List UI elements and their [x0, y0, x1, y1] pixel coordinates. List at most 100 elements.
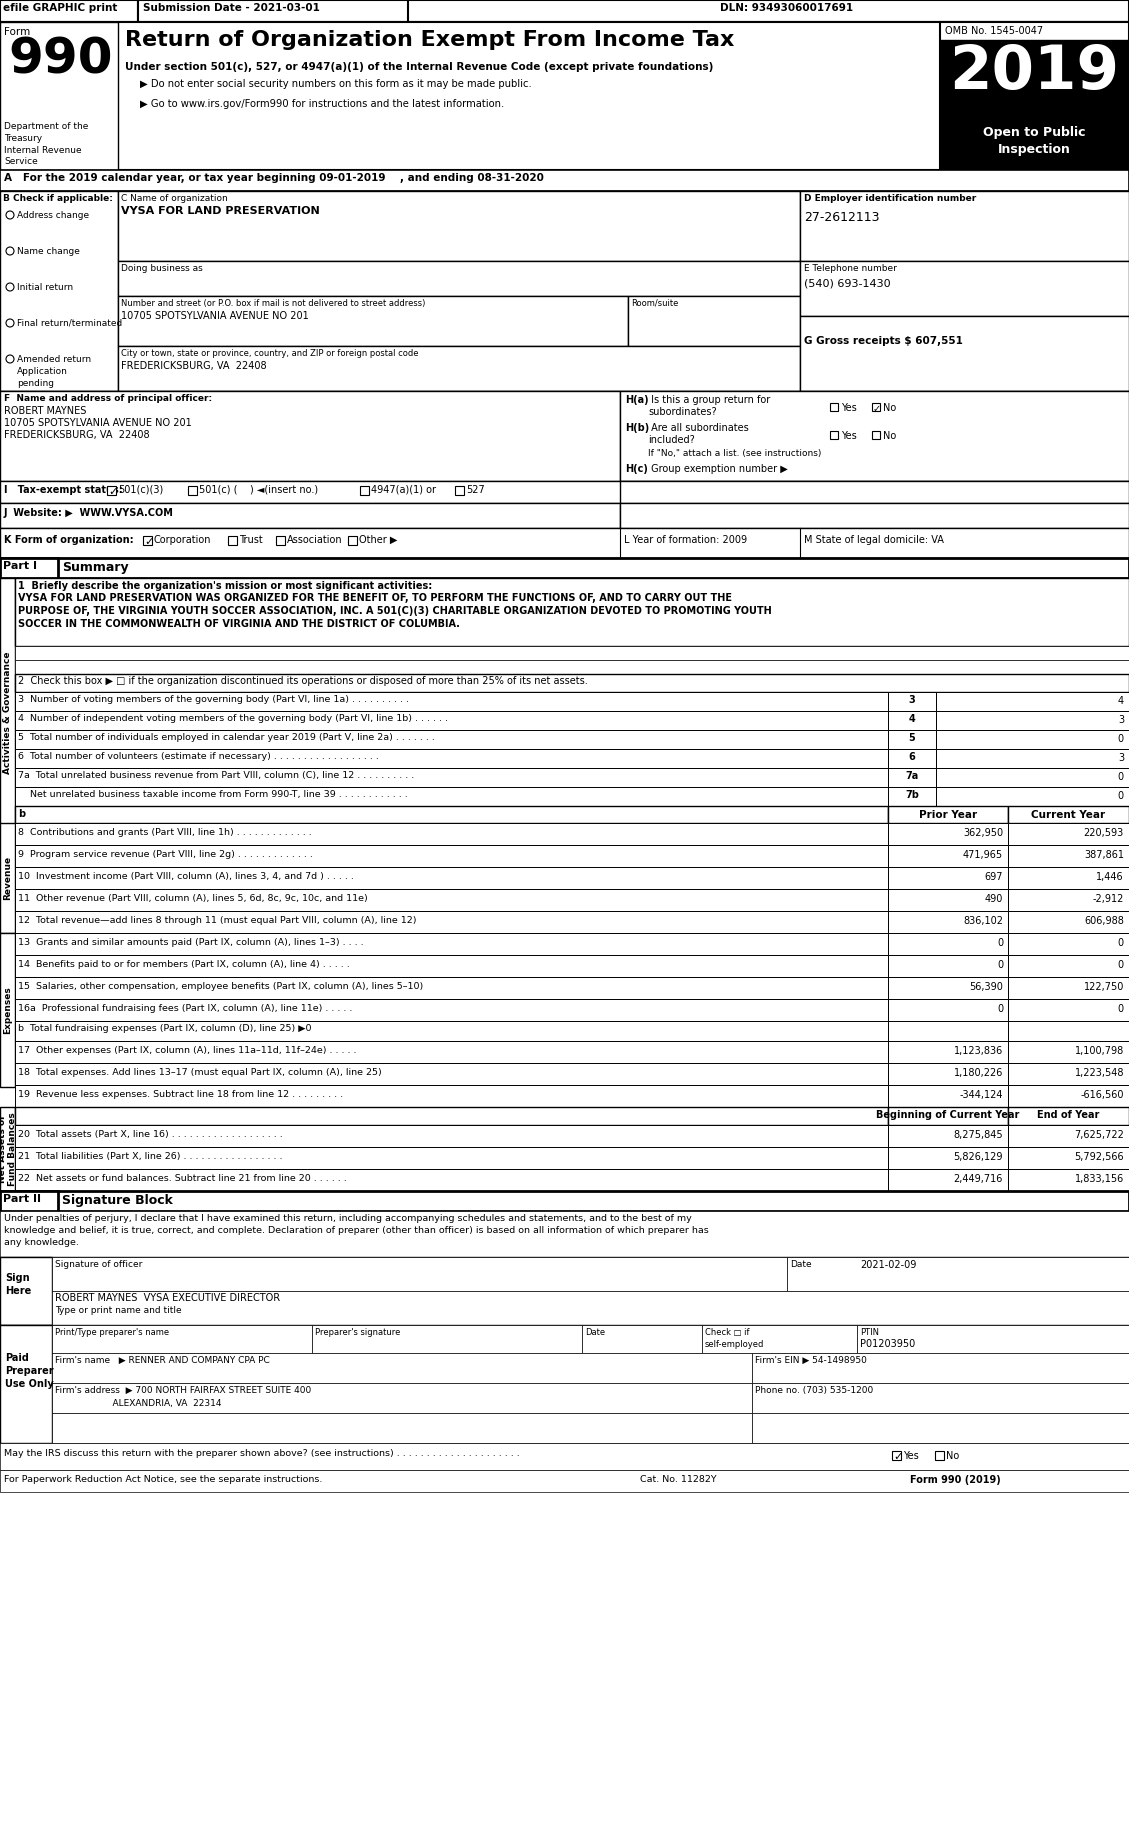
Text: H(a): H(a) [625, 395, 649, 406]
Bar [628, 296, 800, 345]
Text: Other ▶: Other ▶ [359, 535, 397, 544]
Bar [0, 1107, 15, 1191]
Text: Yes: Yes [903, 1451, 919, 1462]
Text: 2021-02-09: 2021-02-09 [860, 1261, 917, 1270]
Text: 9  Program service revenue (Part VIII, line 2g) . . . . . . . . . . . . .: 9 Program service revenue (Part VIII, li… [18, 850, 313, 859]
Bar [889, 692, 936, 711]
Text: Are all subordinates: Are all subordinates [648, 424, 749, 433]
Text: F  Name and address of principal officer:: F Name and address of principal officer: [5, 395, 212, 404]
Text: Net unrelated business taxable income from Form 990-T, line 39 . . . . . . . . .: Net unrelated business taxable income fr… [18, 789, 408, 798]
Bar [52, 1354, 752, 1383]
Text: -2,912: -2,912 [1093, 893, 1124, 904]
Text: 1  Briefly describe the organization's mission or most significant activities:: 1 Briefly describe the organization's mi… [18, 581, 432, 590]
Text: 501(c) (    ) ◄(insert no.): 501(c) ( ) ◄(insert no.) [199, 484, 318, 495]
Bar [1008, 1085, 1129, 1107]
Text: Type or print name and title: Type or print name and title [55, 1306, 182, 1315]
Bar [15, 1125, 889, 1147]
Text: Activities & Governance: Activities & Governance [3, 652, 12, 775]
Text: Group exemption number ▶: Group exemption number ▶ [648, 464, 788, 473]
Bar [889, 999, 1008, 1021]
Text: Sign
Here: Sign Here [5, 1273, 32, 1295]
Text: 21  Total liabilities (Part X, line 26) . . . . . . . . . . . . . . . . .: 21 Total liabilities (Part X, line 26) .… [18, 1153, 282, 1160]
Text: 0: 0 [997, 1005, 1003, 1014]
Text: If "No," attach a list. (see instructions): If "No," attach a list. (see instruction… [648, 449, 822, 459]
Text: P01203950: P01203950 [860, 1339, 916, 1348]
Bar [889, 767, 936, 787]
Bar [15, 1107, 889, 1125]
Text: E Telephone number: E Telephone number [804, 263, 896, 272]
Bar [0, 1325, 1129, 1443]
Text: Part I: Part I [3, 561, 37, 572]
Text: ✓: ✓ [145, 537, 154, 546]
Bar [620, 502, 1129, 528]
Bar [0, 481, 1129, 502]
Bar [15, 749, 889, 767]
Text: -344,124: -344,124 [960, 1091, 1003, 1100]
Text: 3: 3 [1118, 753, 1124, 764]
Text: Signature of officer: Signature of officer [55, 1261, 142, 1270]
Text: 3: 3 [909, 694, 916, 705]
Text: Phone no. (703) 535-1200: Phone no. (703) 535-1200 [755, 1387, 873, 1396]
Bar [889, 977, 1008, 999]
Text: Corporation: Corporation [154, 535, 211, 544]
Bar [52, 1292, 1129, 1325]
Text: 0: 0 [1118, 959, 1124, 970]
Text: Room/suite: Room/suite [631, 300, 679, 309]
Bar [889, 1085, 1008, 1107]
Text: 0: 0 [1118, 734, 1124, 744]
Text: 8  Contributions and grants (Part VIII, line 1h) . . . . . . . . . . . . .: 8 Contributions and grants (Part VIII, l… [18, 828, 312, 837]
Bar [52, 1383, 752, 1412]
Text: 16a  Professional fundraising fees (Part IX, column (A), line 11e) . . . . .: 16a Professional fundraising fees (Part … [18, 1005, 352, 1012]
Text: 0: 0 [997, 937, 1003, 948]
Text: 1,123,836: 1,123,836 [954, 1047, 1003, 1056]
Bar [889, 711, 936, 731]
Text: 56,390: 56,390 [969, 981, 1003, 992]
Text: Department of the
Treasury
Internal Revenue
Service: Department of the Treasury Internal Reve… [5, 122, 88, 166]
Text: For Paperwork Reduction Act Notice, see the separate instructions.: For Paperwork Reduction Act Notice, see … [5, 1474, 323, 1484]
Bar [0, 391, 620, 481]
Bar [312, 1325, 583, 1354]
Text: No: No [883, 404, 896, 413]
Bar [1008, 822, 1129, 846]
Bar [119, 261, 800, 296]
Bar [889, 1021, 1008, 1041]
Bar [0, 1191, 1129, 1211]
Bar [0, 391, 1129, 481]
Bar [0, 192, 119, 391]
Bar [583, 1325, 702, 1354]
Text: 13  Grants and similar amounts paid (Part IX, column (A), lines 1–3) . . . .: 13 Grants and similar amounts paid (Part… [18, 937, 364, 946]
Bar [1008, 1107, 1129, 1125]
Text: 10  Investment income (Part VIII, column (A), lines 3, 4, and 7d ) . . . . .: 10 Investment income (Part VIII, column … [18, 871, 353, 881]
Bar [1008, 868, 1129, 890]
Text: VYSA FOR LAND PRESERVATION: VYSA FOR LAND PRESERVATION [121, 206, 320, 216]
Bar [936, 711, 1129, 731]
Text: 1,446: 1,446 [1096, 871, 1124, 882]
Text: 15  Salaries, other compensation, employee benefits (Part IX, column (A), lines : 15 Salaries, other compensation, employe… [18, 981, 423, 990]
Text: DLN: 93493060017691: DLN: 93493060017691 [720, 4, 854, 13]
Bar [189, 486, 196, 495]
Bar [0, 1443, 1129, 1471]
Bar [15, 787, 889, 806]
Bar [752, 1354, 1129, 1383]
Text: Form 990 (2019): Form 990 (2019) [910, 1474, 1000, 1485]
Text: 4: 4 [1118, 696, 1124, 705]
Bar [889, 1125, 1008, 1147]
Bar [1008, 999, 1129, 1021]
Bar [940, 40, 1129, 121]
Text: 18  Total expenses. Add lines 13–17 (must equal Part IX, column (A), line 25): 18 Total expenses. Add lines 13–17 (must… [18, 1069, 382, 1076]
Text: (540) 693-1430: (540) 693-1430 [804, 280, 891, 289]
Bar [889, 1169, 1008, 1191]
Text: 7b: 7b [905, 789, 919, 800]
Text: 22  Net assets or fund balances. Subtract line 21 from line 20 . . . . . .: 22 Net assets or fund balances. Subtract… [18, 1175, 347, 1184]
Bar [0, 192, 1129, 391]
Text: Firm's address  ▶ 700 NORTH FAIRFAX STREET SUITE 400: Firm's address ▶ 700 NORTH FAIRFAX STREE… [55, 1387, 312, 1396]
Text: Name change: Name change [17, 247, 80, 256]
Bar [15, 890, 889, 912]
Bar [275, 535, 285, 544]
Bar [348, 535, 357, 544]
Bar [787, 1257, 1129, 1292]
Text: Beginning of Current Year: Beginning of Current Year [876, 1111, 1019, 1120]
Text: 5: 5 [909, 733, 916, 744]
Text: 6  Total number of volunteers (estimate if necessary) . . . . . . . . . . . . . : 6 Total number of volunteers (estimate i… [18, 753, 379, 762]
Text: C Name of organization: C Name of organization [121, 194, 228, 203]
